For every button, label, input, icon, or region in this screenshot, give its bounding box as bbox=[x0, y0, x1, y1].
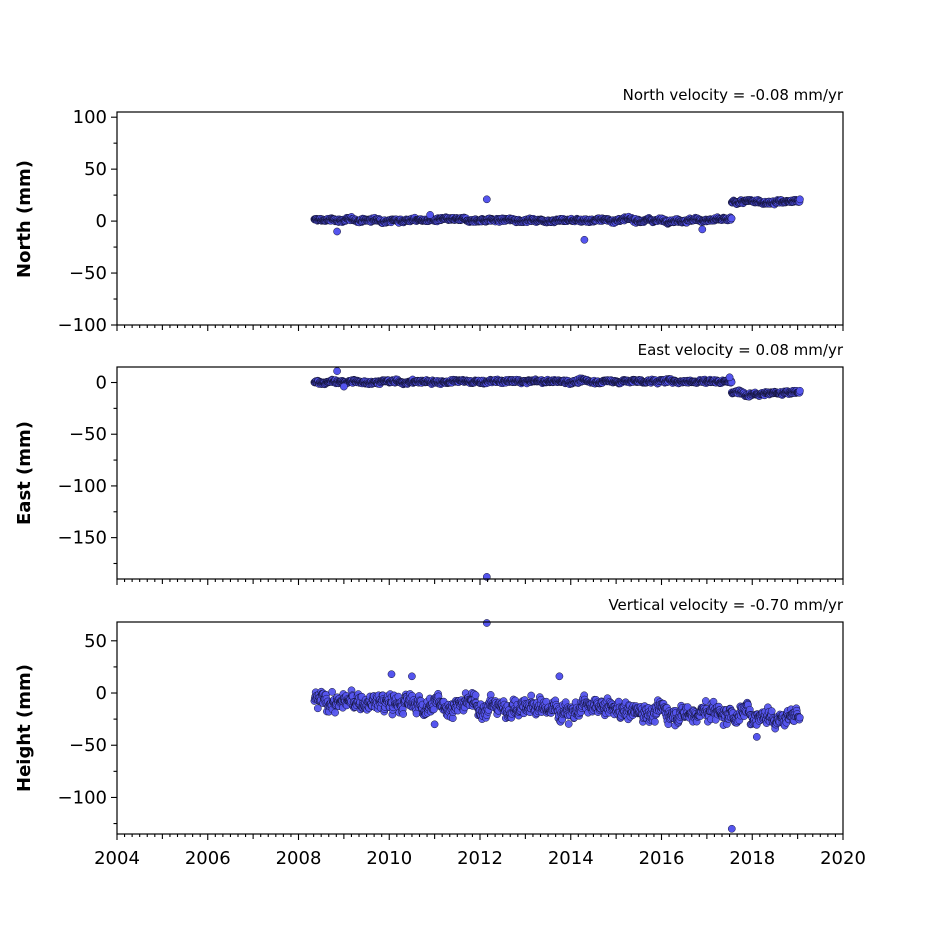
height-x-tick-label: 2020 bbox=[820, 848, 866, 869]
north-outlier-point bbox=[482, 195, 491, 204]
height-data-point bbox=[471, 691, 480, 699]
height-outlier-point bbox=[555, 672, 564, 681]
height-outlier-point bbox=[752, 733, 761, 741]
height-x-tick-label: 2008 bbox=[276, 848, 322, 869]
height-y-tick-label: 0 bbox=[96, 683, 107, 704]
height-plot-frame bbox=[116, 621, 844, 835]
height-points bbox=[310, 619, 804, 833]
height-x-tick-label: 2014 bbox=[548, 848, 594, 869]
height-panel: Vertical velocity = -0.70 mm/yr Height (… bbox=[14, 596, 866, 869]
height-y-tick-label: −100 bbox=[58, 787, 107, 808]
height-data-point bbox=[767, 707, 776, 715]
height-data-point bbox=[564, 720, 573, 728]
height-x-tick-label: 2012 bbox=[457, 848, 503, 869]
east-plot-frame bbox=[116, 366, 844, 580]
north-outlier-point bbox=[333, 227, 341, 236]
height-data-point bbox=[331, 708, 339, 717]
north-panel: North velocity = -0.08 mm/yr North (mm) … bbox=[14, 86, 844, 336]
vertical-velocity-title: Vertical velocity = -0.70 mm/yr bbox=[608, 596, 843, 614]
north-y-tick-label: 100 bbox=[73, 107, 107, 128]
height-x-tick-label: 2004 bbox=[94, 848, 140, 869]
north-outlier-point bbox=[698, 225, 707, 234]
east-points bbox=[310, 367, 804, 581]
height-axis-label: Height (mm) bbox=[14, 664, 35, 792]
height-outlier-point bbox=[430, 720, 439, 729]
height-outlier-point bbox=[408, 672, 416, 681]
east-y-tick-label: −100 bbox=[58, 476, 107, 497]
north-y-tick-label: −50 bbox=[69, 263, 107, 284]
height-data-point bbox=[527, 691, 536, 700]
east-velocity-title: East velocity = 0.08 mm/yr bbox=[638, 341, 844, 359]
height-data-point bbox=[486, 691, 495, 699]
height-data-point bbox=[651, 717, 659, 726]
north-outlier-point bbox=[580, 235, 589, 244]
north-velocity-title: North velocity = -0.08 mm/yr bbox=[623, 86, 844, 104]
east-outlier-point bbox=[796, 386, 804, 395]
east-axis-label: East (mm) bbox=[14, 421, 35, 525]
height-outlier-point bbox=[482, 619, 491, 627]
north-data-point bbox=[727, 214, 736, 223]
height-x-tick-label: 2016 bbox=[639, 848, 685, 869]
north-points bbox=[310, 195, 804, 244]
height-outlier-point bbox=[387, 670, 396, 679]
height-outlier-point bbox=[727, 824, 736, 833]
height-x-tick-label: 2006 bbox=[185, 848, 231, 869]
north-outlier-point bbox=[426, 211, 434, 219]
height-y-tick-label: 50 bbox=[84, 631, 107, 652]
east-y-tick-label: 0 bbox=[96, 373, 107, 394]
north-y-tick-label: 0 bbox=[96, 211, 107, 232]
north-outlier-point bbox=[796, 195, 804, 204]
east-outlier-point bbox=[340, 382, 348, 391]
east-outlier-point bbox=[333, 367, 341, 375]
height-y-tick-label: −50 bbox=[69, 735, 107, 756]
north-axis-label: North (mm) bbox=[14, 160, 35, 278]
east-panel: East velocity = 0.08 mm/yr East (mm) 0 −5… bbox=[14, 341, 844, 585]
east-y-tick-label: −150 bbox=[58, 528, 107, 549]
height-data-point bbox=[328, 688, 336, 696]
height-data-point bbox=[795, 713, 804, 722]
height-x-tick-label: 2010 bbox=[366, 848, 412, 869]
north-y-tick-label: 50 bbox=[84, 159, 107, 180]
height-data-point bbox=[399, 710, 408, 718]
height-x-tick-label: 2018 bbox=[729, 848, 775, 869]
north-y-tick-label: −100 bbox=[58, 315, 107, 336]
east-y-tick-label: −50 bbox=[69, 424, 107, 445]
east-outlier-point bbox=[725, 373, 734, 382]
